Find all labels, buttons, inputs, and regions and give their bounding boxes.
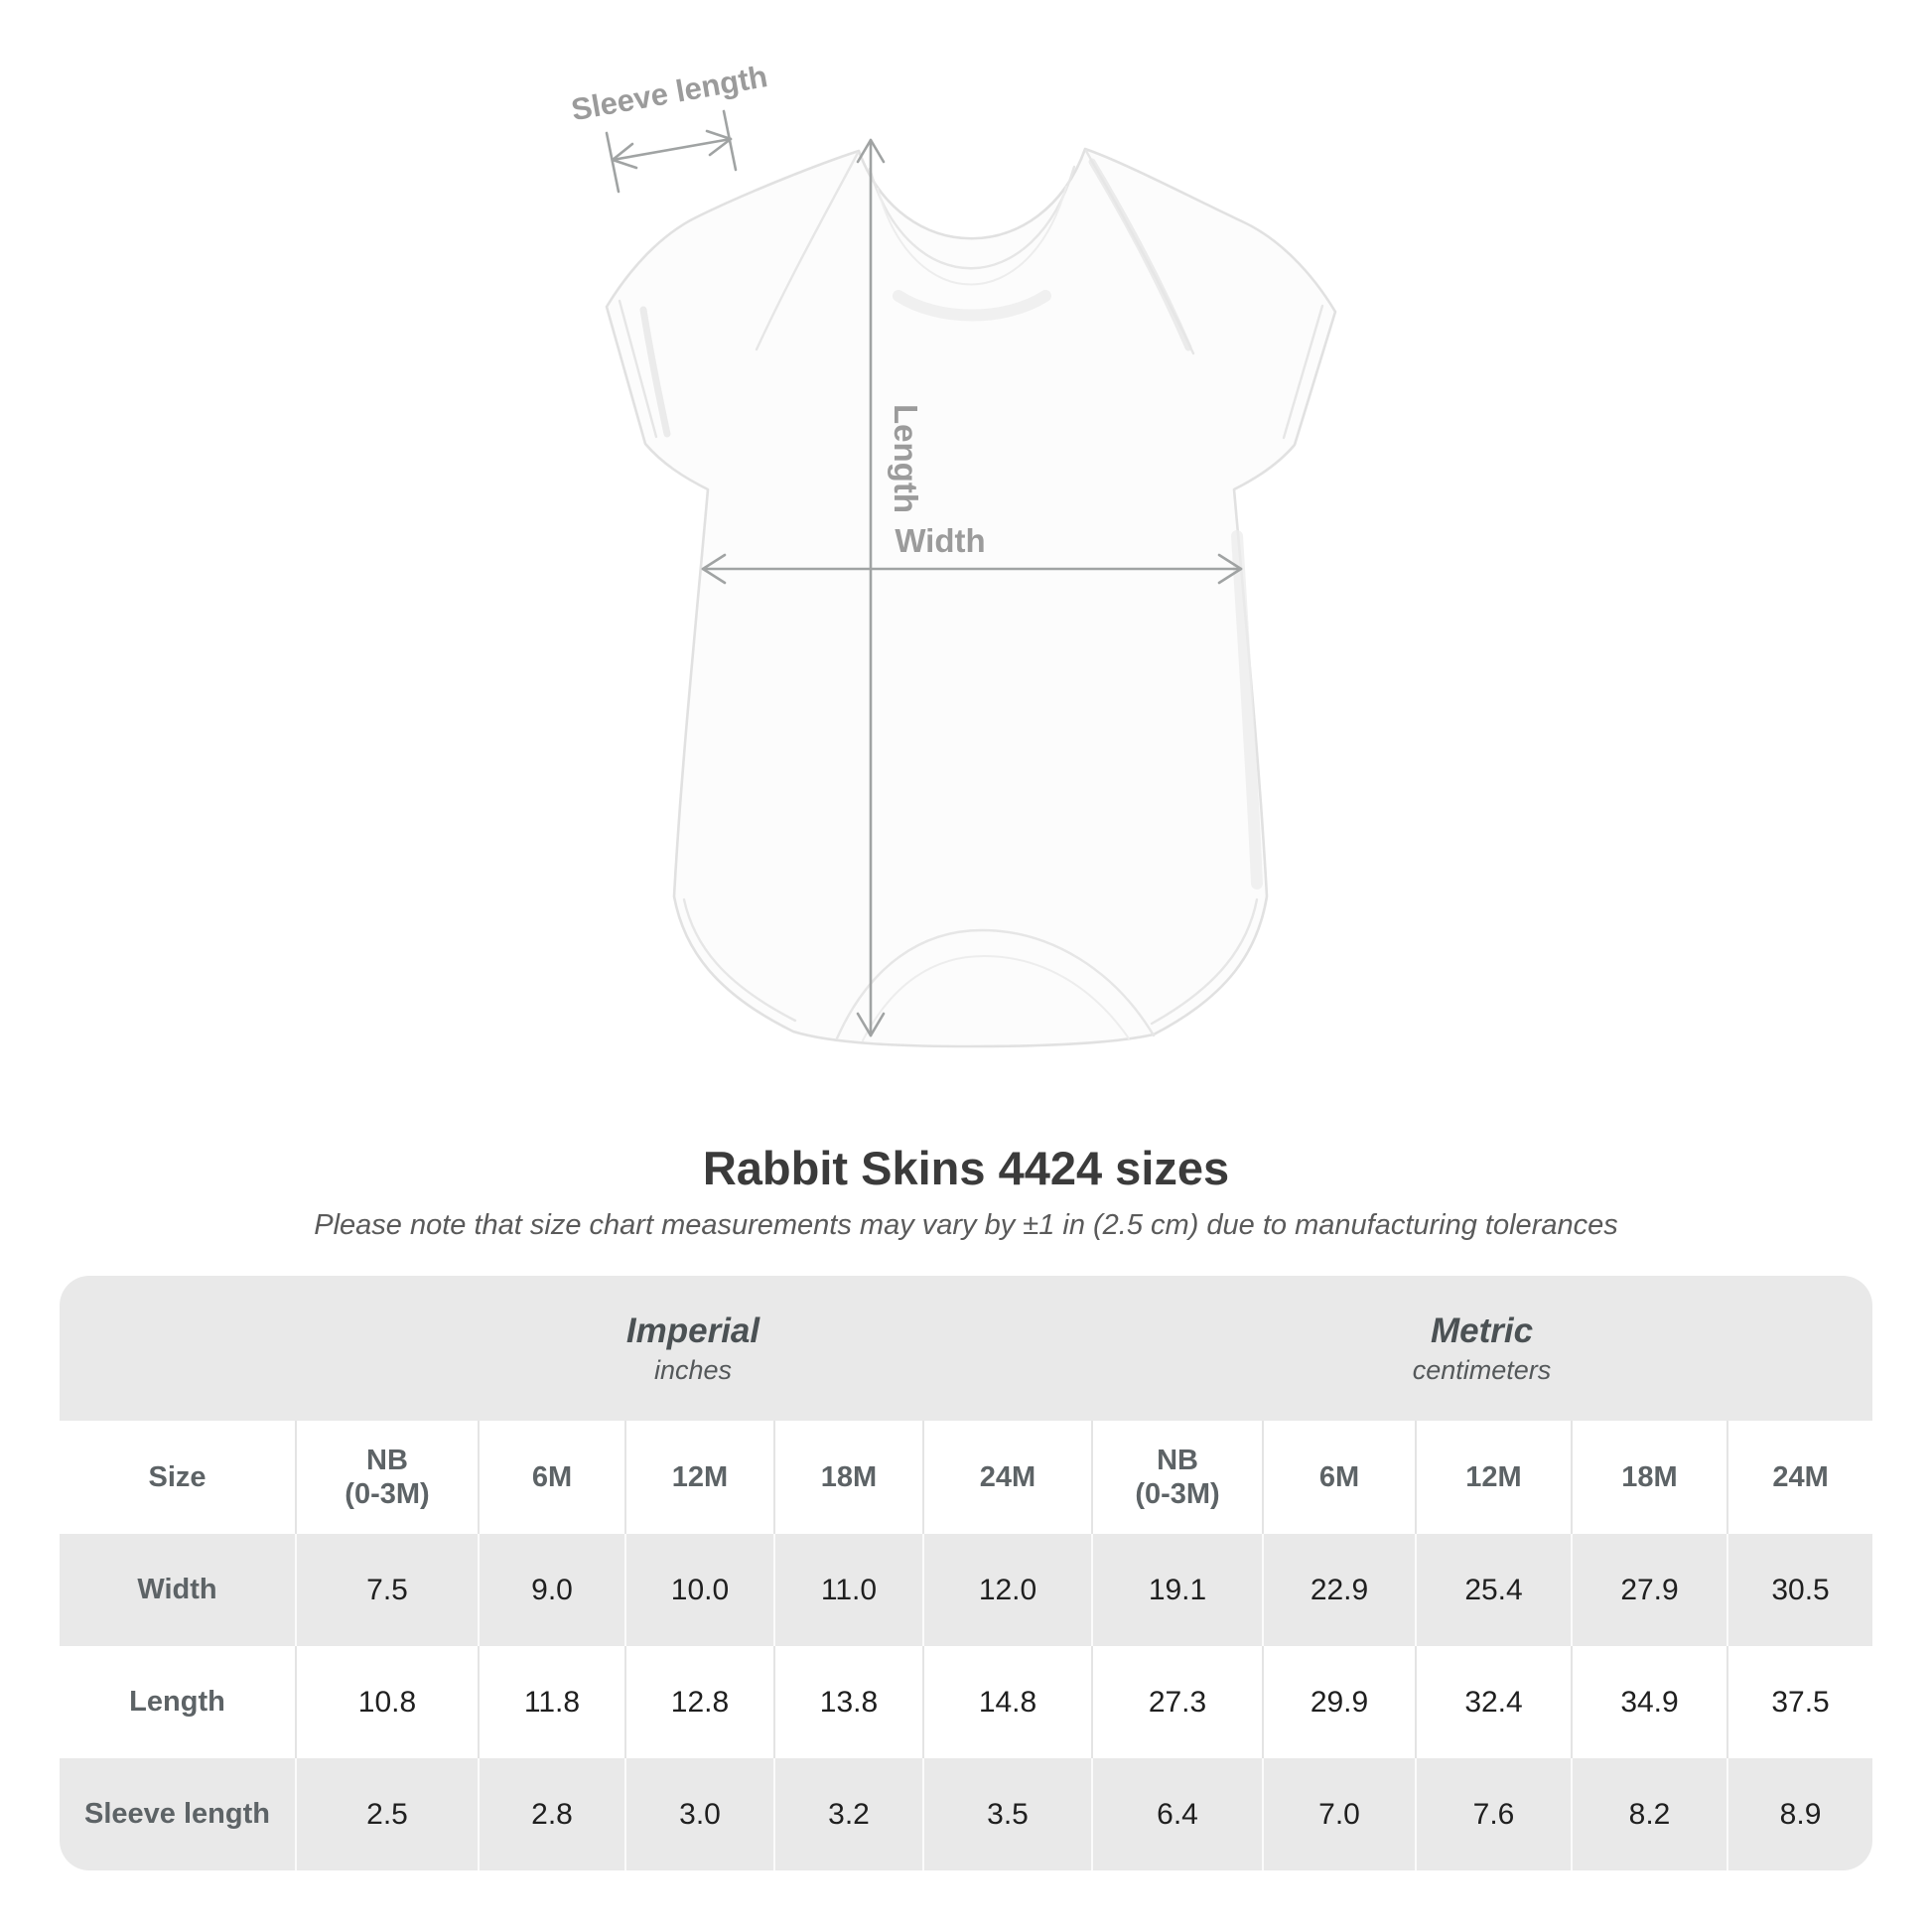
value-cell: 19.1 <box>1091 1534 1262 1646</box>
value-cell: 6.4 <box>1091 1758 1262 1870</box>
row-label-cell: Width <box>137 1574 217 1605</box>
row-label-cell: Sleeve length <box>84 1798 270 1830</box>
value-cell: 25.4 <box>1415 1534 1571 1646</box>
value-cell: 29.9 <box>1262 1646 1415 1758</box>
size-column-header-imperial-4: 24M <box>922 1421 1091 1534</box>
sleeve-length-label: Sleeve length <box>569 59 770 127</box>
crotch-flap-inner-seam <box>862 954 1130 1041</box>
table-row: Sleeve length 2.5 2.8 3.0 3.2 3.5 6.4 7.0 7.6 8.2… <box>60 1758 1872 1870</box>
collar-inner-seam <box>868 165 1076 270</box>
left-shoulder-flap-seam <box>755 151 860 351</box>
unit-group-imperial: Imperial inches <box>295 1276 1092 1421</box>
size-column-header-metric-3: 18M <box>1571 1421 1726 1534</box>
unit-band-row: Imperial inches Metric centimeters <box>60 1276 1872 1421</box>
right-leg-seam <box>1150 897 1259 1026</box>
width-arrow-left-icon <box>701 553 727 585</box>
right-shoulder-flap-seam <box>1084 149 1195 355</box>
table-row: Width 7.5 9.0 10.0 11.0 12.0 19.1 22.9 25.4 27.9 3… <box>60 1534 1872 1646</box>
size-header-cell: Size <box>148 1461 207 1493</box>
sleeve-tick-right <box>722 109 738 172</box>
value-cell: 3.0 <box>624 1758 773 1870</box>
value-cell: 8.2 <box>1571 1758 1726 1870</box>
table-row: Length 10.8 11.8 12.8 13.8 14.8 27.3 29.9 32.4 34… <box>60 1646 1872 1758</box>
size-column-header-metric-4: 24M <box>1726 1421 1872 1534</box>
sleeve-length-line <box>611 137 733 162</box>
size-chart-table: Imperial inches Metric centimeters Size … <box>60 1276 1872 1870</box>
right-side-shadow <box>1231 530 1263 890</box>
value-cell: 9.0 <box>478 1534 624 1646</box>
sleeve-tick-left <box>605 131 621 194</box>
value-cell: 10.8 <box>295 1646 478 1758</box>
onesie-graphic <box>605 147 1337 1048</box>
value-cell: 10.0 <box>624 1534 773 1646</box>
onesie-body <box>605 147 1337 1048</box>
value-cell: 27.9 <box>1571 1534 1726 1646</box>
value-cell: 22.9 <box>1262 1534 1415 1646</box>
right-cuff-seam <box>1282 304 1324 440</box>
left-leg-seam <box>682 897 797 1023</box>
value-cell: 37.5 <box>1726 1646 1872 1758</box>
value-cell: 2.8 <box>478 1758 624 1870</box>
unit-group-metric: Metric centimeters <box>1091 1276 1872 1421</box>
imperial-subheading: inches <box>653 1355 733 1385</box>
unit-band-spacer <box>60 1276 295 1421</box>
collar-shadow <box>893 290 1051 322</box>
left-cuff-seam <box>618 299 658 439</box>
width-arrow-right-icon <box>1217 553 1243 585</box>
metric-subheading: centimeters <box>1412 1355 1552 1385</box>
value-cell: 32.4 <box>1415 1646 1571 1758</box>
tolerance-note: Please note that size chart measurements… <box>314 1209 1618 1241</box>
left-sleeve-crease <box>639 306 671 438</box>
value-cell: 2.5 <box>295 1758 478 1870</box>
value-cell: 13.8 <box>773 1646 922 1758</box>
length-label: Length <box>888 404 924 513</box>
page-title: Rabbit Skins 4424 sizes <box>702 1142 1230 1194</box>
size-column-header-metric-2: 12M <box>1415 1421 1571 1534</box>
value-cell: 11.8 <box>478 1646 624 1758</box>
size-column-header-imperial-0: NB (0-3M) <box>295 1421 478 1534</box>
value-cell: 12.8 <box>624 1646 773 1758</box>
value-cell: 12.0 <box>922 1534 1091 1646</box>
value-cell: 30.5 <box>1726 1534 1872 1646</box>
size-header-row: Size NB (0-3M) 6M 12M 18M 24M NB (0-3M) 6M 12M 18M… <box>60 1421 1872 1534</box>
value-cell: 7.6 <box>1415 1758 1571 1870</box>
length-arrow-down-icon <box>856 1012 886 1037</box>
value-cell: 14.8 <box>922 1646 1091 1758</box>
collar-stitch <box>877 186 1067 286</box>
onesie-diagram: Sleeve length Length Width <box>569 59 1337 1048</box>
size-column-header-imperial-3: 18M <box>773 1421 922 1534</box>
metric-heading: Metric <box>1430 1311 1534 1350</box>
value-cell: 27.3 <box>1091 1646 1262 1758</box>
value-cell: 7.0 <box>1262 1758 1415 1870</box>
size-chart-table-container: Imperial inches Metric centimeters Size … <box>60 1276 1872 1870</box>
value-cell: 3.5 <box>922 1758 1091 1870</box>
value-cell: 3.2 <box>773 1758 922 1870</box>
size-column-header-metric-1: 6M <box>1262 1421 1415 1534</box>
width-label: Width <box>895 522 985 559</box>
crotch-flap-outer-seam <box>835 928 1156 1040</box>
value-cell: 11.0 <box>773 1534 922 1646</box>
length-arrow-up-icon <box>856 138 886 164</box>
value-cell: 7.5 <box>295 1534 478 1646</box>
size-column-header-imperial-2: 12M <box>624 1421 773 1534</box>
size-column-header-imperial-1: 6M <box>478 1421 624 1534</box>
imperial-heading: Imperial <box>625 1311 760 1350</box>
value-cell: 34.9 <box>1571 1646 1726 1758</box>
size-column-header-metric-0: NB (0-3M) <box>1091 1421 1262 1534</box>
value-cell: 8.9 <box>1726 1758 1872 1870</box>
row-label-cell: Length <box>129 1686 225 1718</box>
